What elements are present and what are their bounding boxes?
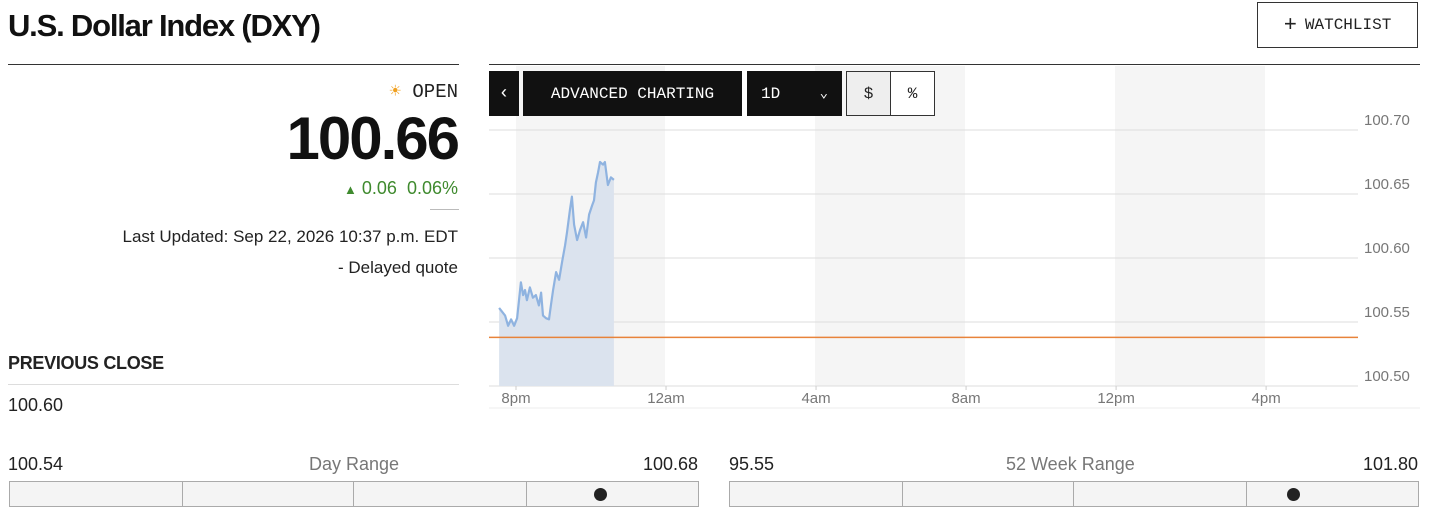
x-tick-label: 4pm (1252, 390, 1281, 407)
x-tick-label: 8pm (501, 390, 530, 407)
collapse-button[interactable]: ‹ (489, 71, 519, 116)
status-label: OPEN (412, 81, 458, 103)
divider (489, 64, 1420, 65)
percent-toggle[interactable]: % (890, 71, 935, 116)
watchlist-label: WATCHLIST (1304, 16, 1392, 34)
day-range-label: Day Range (309, 454, 400, 474)
plus-icon: + (1283, 12, 1297, 38)
market-status: ☀ OPEN (389, 81, 458, 103)
period-select[interactable]: 1D ⌄ (747, 71, 842, 116)
week52-range-low: 95.55 (729, 454, 775, 474)
dollar-toggle[interactable]: $ (846, 71, 891, 116)
range-marker (1286, 488, 1300, 501)
price: 100.66 (286, 105, 460, 172)
page-title: U.S. Dollar Index (DXY) (8, 8, 321, 43)
session-band (815, 66, 965, 386)
week52-range-label: 52 Week Range (1006, 454, 1135, 474)
y-tick-label: 100.65 (1364, 176, 1410, 193)
x-tick-label: 12pm (1097, 390, 1135, 407)
day-range-bar (9, 481, 699, 507)
advanced-charting-button[interactable]: ADVANCED CHARTING (523, 71, 742, 116)
day-range-high: 100.68 (642, 454, 698, 474)
chart: 100.50 100.55 100.60 100.65 100.70 8pm 12am 4am… (489, 66, 1420, 409)
day-range-low: 100.54 (8, 454, 64, 474)
x-tick-label: 8am (951, 390, 980, 407)
divider (430, 209, 459, 210)
y-tick-label: 100.70 (1364, 112, 1410, 129)
watchlist-button[interactable]: + WATCHLIST (1257, 2, 1418, 48)
previous-close-label: PREVIOUS CLOSE (8, 353, 164, 373)
change: 0.06 (361, 178, 397, 198)
x-tick-label: 4am (801, 390, 830, 407)
y-tick-label: 100.60 (1364, 240, 1410, 257)
price-line (498, 160, 615, 327)
y-tick-label: 100.55 (1364, 304, 1410, 321)
range-marker (593, 488, 607, 501)
period-label: 1D (761, 84, 781, 103)
y-tick-label: 100.50 (1364, 368, 1410, 385)
divider (8, 384, 459, 385)
divider (8, 64, 459, 65)
week52-range-high: 101.80 (1362, 454, 1418, 474)
x-tick-label: 12am (647, 390, 685, 407)
previous-close-value: 100.60 (8, 395, 64, 415)
change-row: ▲ 0.06 0.06% (344, 178, 458, 198)
week52-range-bar (729, 481, 1419, 507)
last-updated: Last Updated: Sep 22, 2026 10:37 p.m. ED… (122, 227, 459, 246)
change-pct: 0.06% (406, 178, 458, 198)
delayed-quote: - Delayed quote (337, 258, 458, 277)
session-band (1115, 66, 1265, 386)
